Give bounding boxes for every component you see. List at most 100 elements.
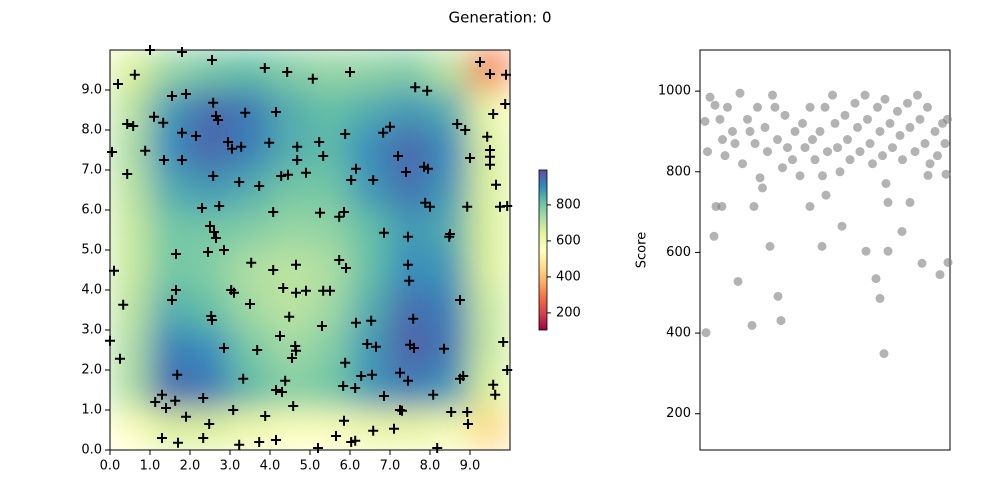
solution-marker xyxy=(301,285,311,296)
solution-marker xyxy=(482,131,493,142)
score-point xyxy=(845,155,855,165)
colorbar-tick-label: 400 xyxy=(556,269,581,284)
heat-cell xyxy=(349,89,391,131)
x-tick-label: 6.0 xyxy=(340,459,361,474)
solution-marker xyxy=(455,295,465,305)
score-point xyxy=(701,328,711,338)
solution-marker xyxy=(271,435,281,445)
score-point xyxy=(770,102,780,112)
solution-marker xyxy=(314,137,325,147)
score-point xyxy=(723,102,732,112)
heat-cell xyxy=(469,289,510,331)
solution-marker xyxy=(122,169,133,179)
solution-marker xyxy=(446,407,457,417)
y-tick-label: 400 xyxy=(666,326,691,341)
score-point xyxy=(865,139,875,149)
solution-marker xyxy=(340,357,351,368)
score-point xyxy=(930,126,940,136)
score-point xyxy=(760,122,770,132)
y-tick-label: 7.0 xyxy=(81,163,102,178)
solution-marker xyxy=(385,121,395,132)
heat-cell xyxy=(110,369,151,411)
solution-marker xyxy=(339,207,349,217)
x-tick-label: 5.0 xyxy=(300,459,321,474)
score-point xyxy=(763,147,772,157)
solution-marker xyxy=(462,407,473,417)
y-tick-label: 6.0 xyxy=(81,203,102,218)
score-point xyxy=(875,293,885,303)
solution-marker xyxy=(128,121,139,131)
solution-marker xyxy=(219,245,229,255)
heatmap xyxy=(110,50,510,450)
heat-cell xyxy=(429,129,471,171)
heat-cell xyxy=(309,50,351,91)
solution-marker xyxy=(291,259,301,270)
solution-marker xyxy=(318,151,329,161)
solution-marker xyxy=(118,299,129,310)
solution-marker xyxy=(331,431,341,441)
solution-marker xyxy=(158,117,169,128)
solution-marker xyxy=(409,343,419,353)
solution-marker xyxy=(379,391,389,401)
solution-marker xyxy=(177,47,187,57)
solution-marker xyxy=(500,99,511,109)
score-point xyxy=(755,173,765,183)
score-point xyxy=(733,276,743,286)
solution-marker xyxy=(207,315,217,325)
solution-marker xyxy=(207,55,217,65)
solution-marker xyxy=(140,145,151,156)
solution-marker xyxy=(115,353,125,364)
score-point xyxy=(940,139,950,149)
y-tick-label: 1.0 xyxy=(81,403,102,418)
solution-marker xyxy=(246,257,257,268)
heat-cell xyxy=(229,129,271,171)
heat-cell xyxy=(149,329,191,371)
colorbar xyxy=(538,169,548,331)
solution-marker xyxy=(351,317,361,328)
score-point xyxy=(880,94,890,104)
score-point xyxy=(817,241,827,251)
heat-cell xyxy=(429,50,471,91)
score-point xyxy=(780,110,790,120)
score-point xyxy=(710,100,720,110)
solution-marker xyxy=(198,433,209,443)
solution-marker xyxy=(403,375,413,386)
score-point xyxy=(778,163,787,173)
solution-marker xyxy=(458,371,469,381)
score-point xyxy=(823,147,832,157)
x-tick-label: 2.0 xyxy=(180,459,201,474)
heat-cell xyxy=(189,249,231,291)
heat-cell xyxy=(469,409,510,450)
score-point xyxy=(873,102,882,112)
score-point xyxy=(883,197,893,207)
heat-cell xyxy=(469,369,510,411)
solution-marker xyxy=(463,419,473,429)
solution-marker xyxy=(236,141,247,152)
solution-marker xyxy=(423,163,433,174)
solution-marker xyxy=(452,119,463,129)
colorbar-tick-label: 200 xyxy=(556,305,581,320)
score-point xyxy=(913,90,922,100)
heat-cell xyxy=(229,329,271,371)
solution-marker xyxy=(229,287,239,298)
score-point xyxy=(883,246,893,256)
heat-cell xyxy=(469,329,510,371)
heat-cell xyxy=(110,329,151,371)
heat-cell xyxy=(149,50,191,91)
y-axis-label: Score xyxy=(635,232,650,268)
solution-marker xyxy=(410,82,421,93)
solution-marker xyxy=(350,435,361,446)
solution-marker xyxy=(278,283,289,293)
score-point xyxy=(705,92,715,102)
solution-marker xyxy=(422,85,433,96)
heat-cell xyxy=(149,289,191,331)
score-point xyxy=(933,151,942,161)
solution-marker xyxy=(145,45,155,55)
solution-marker xyxy=(171,285,181,295)
heat-cell xyxy=(110,169,151,211)
heat-cell xyxy=(309,169,351,211)
solution-marker xyxy=(228,405,239,415)
heat-cell xyxy=(189,89,231,131)
solution-marker xyxy=(167,295,177,305)
solution-marker xyxy=(238,373,249,384)
